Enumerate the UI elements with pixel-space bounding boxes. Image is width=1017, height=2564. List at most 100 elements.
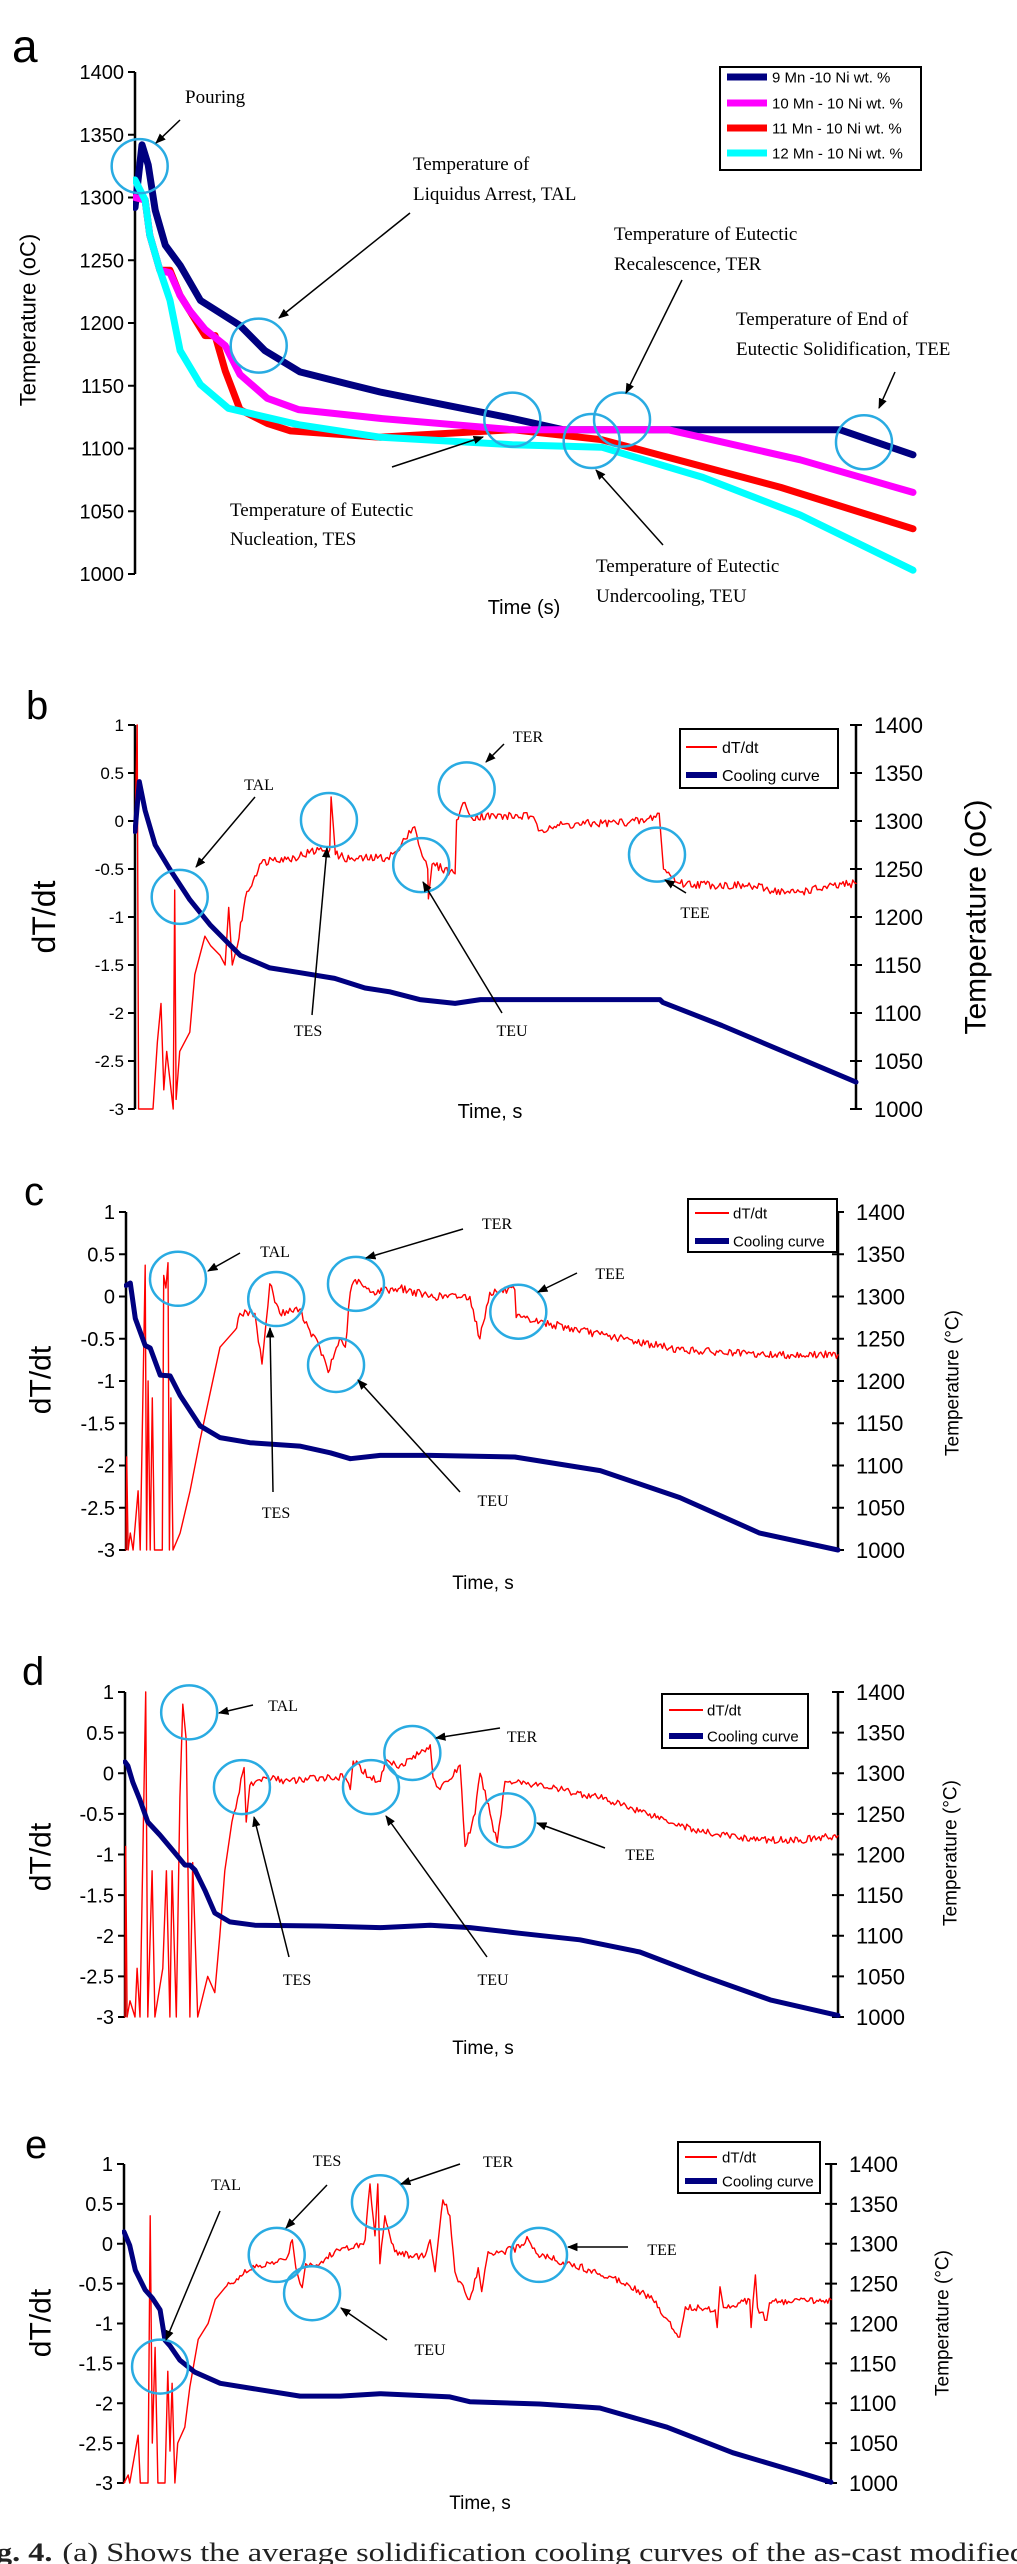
annotation-circle [437, 761, 496, 818]
right-y-tick-label: 1250 [849, 2272, 898, 2297]
right-y-tick-label: 1300 [856, 1284, 905, 1309]
right-y-tick-label: 1300 [856, 1761, 905, 1786]
annotation-ter: TER [437, 729, 543, 818]
annotation-arrow [391, 435, 484, 468]
right-y-tick-label: 1350 [856, 1242, 905, 1267]
y-tick-label: 1200 [80, 313, 125, 335]
legend-label: dT/dt [722, 740, 759, 757]
annotation-arrow [625, 279, 683, 394]
series-line-dt-dt [123, 2183, 832, 2484]
annotation-tal: TAL [150, 777, 274, 926]
right-y-tick-label: 1250 [856, 1802, 905, 1827]
annotation-circle [834, 413, 894, 471]
annotation-ter: Temperature of Eutectic Recalescence, TER [592, 224, 797, 448]
annotation-circle [383, 1724, 442, 1782]
plot-area [133, 141, 917, 574]
annotation-arrow [422, 881, 503, 1014]
annotation-circle [483, 391, 542, 448]
annotation-circle [326, 1255, 386, 1313]
series-line-cooling-curve [123, 1759, 841, 2018]
annotation-circle [489, 1283, 548, 1340]
annotation-label: TEE [680, 905, 709, 922]
x-axis-label: Time, s [452, 2038, 514, 2059]
legend-label: Cooling curve [722, 768, 820, 785]
legend-label: Cooling curve [707, 1728, 799, 1745]
right-y-tick-label: 1150 [856, 1411, 903, 1436]
series-line-cooling-curve [124, 1280, 841, 1553]
annotation-label: TES [262, 1505, 290, 1522]
series-line-11-mn-10-ni-wt- [133, 194, 917, 533]
panel-c: c 1 0.5 0 -0.5 -1 -1.5 -2 -2.5 -3 dT/dt 1400 1350 130… [24, 1170, 964, 1594]
plot-area [124, 1262, 841, 1553]
legend-label: 10 Mn - 10 Ni wt. % [772, 95, 903, 112]
panel-b: b 1 0.5 0 -0.5 -1 -1.5 -2 -2.5 -3 dT/dt 1400 1350 130… [26, 684, 993, 1123]
legend-label: dT/dt [722, 2149, 757, 2166]
annotation-circle [110, 137, 169, 195]
annotation-arrow [595, 469, 664, 546]
y-tick-label: -2.5 [95, 1052, 124, 1071]
annotation-label: TAL [260, 1244, 290, 1261]
y-tick-label: 1 [103, 1682, 114, 1704]
right-y-tick-label: 1100 [856, 1924, 903, 1949]
annotation-arrow [265, 1326, 275, 1493]
right-y-tick-label: 1000 [856, 2005, 905, 2030]
annotation-circle [229, 317, 288, 374]
y-tick-label: -2 [109, 1004, 124, 1023]
series-line-dt-dt [124, 1691, 839, 2018]
annotation-arrow [340, 2307, 388, 2341]
annotation-arrow [155, 119, 181, 144]
annotation-circle [477, 1792, 537, 1849]
legend-box [679, 728, 839, 789]
right-y-tick-label: 1200 [874, 905, 923, 930]
annotation-circle [130, 2338, 190, 2395]
annotation-circle [391, 836, 451, 894]
legend-label: Cooling curve [733, 1233, 825, 1250]
y-tick-label: 1400 [80, 62, 125, 84]
annotation-arrow [485, 743, 505, 763]
annotation-label: Nucleation, TES [230, 529, 356, 550]
plot-area [133, 724, 859, 1110]
right-y-tick-label: 1050 [849, 2431, 898, 2456]
annotation-circle [247, 2226, 306, 2284]
right-y-tick-label: 1050 [874, 1049, 923, 1074]
y-tick-label: -3 [109, 1100, 124, 1119]
legend-label: dT/dt [733, 1205, 768, 1222]
annotation-label: TAL [268, 1698, 298, 1715]
right-y-tick-label: 1350 [856, 1721, 905, 1746]
annotation-tal: Temperature of Liquidus Arrest, TAL [229, 154, 576, 374]
y-tick-label: -3 [96, 2007, 114, 2029]
x-axis-label: Time, s [458, 1101, 523, 1123]
annotation-label: Temperature of [413, 154, 530, 175]
annotation-ter: TER [350, 2154, 513, 2231]
annotation-tes: TES [247, 2153, 341, 2284]
annotation-label: TEE [647, 2242, 676, 2259]
y-tick-label: -1 [109, 908, 124, 927]
annotation-arrow [311, 846, 331, 1016]
right-y-tick-label: 1350 [849, 2192, 898, 2217]
annotation-arrow [252, 1815, 290, 1958]
figure-caption: g. 4. (a) Shows the average solidificatio… [0, 2538, 1017, 2564]
y-tick-label: 0.5 [87, 1244, 115, 1266]
right-y-tick-label: 1250 [874, 857, 923, 882]
y-tick-label: 1100 [81, 439, 124, 461]
y-tick-label: -1.5 [79, 2354, 113, 2376]
right-y-tick-label: 1150 [849, 2351, 896, 2376]
annotation-tee: TEE [509, 2226, 677, 2284]
right-y-tick-label: 1200 [856, 1369, 905, 1394]
annotation-label: TES [313, 2153, 341, 2170]
annotation-label: TEU [477, 1493, 509, 1510]
legend-box [677, 2141, 821, 2194]
y-tick-label: -1 [95, 2314, 113, 2336]
y-tick-label: -0.5 [80, 1804, 114, 1826]
y-tick-label: -2 [95, 2393, 113, 2415]
legend: dT/dt Cooling curve [661, 1693, 809, 1749]
y-tick-label: -2.5 [80, 1967, 114, 1989]
annotation-circle [627, 826, 687, 883]
plot-area [123, 1691, 841, 2018]
annotation-label: TEE [625, 1847, 654, 1864]
annotation-pouring: Pouring [110, 87, 246, 195]
annotation-label: Liquidus Arrest, TAL [413, 184, 576, 205]
y-tick-label: 1150 [81, 376, 124, 398]
right-y-tick-label: 1050 [856, 1964, 905, 1989]
annotation-teu: TEU [282, 2264, 446, 2359]
